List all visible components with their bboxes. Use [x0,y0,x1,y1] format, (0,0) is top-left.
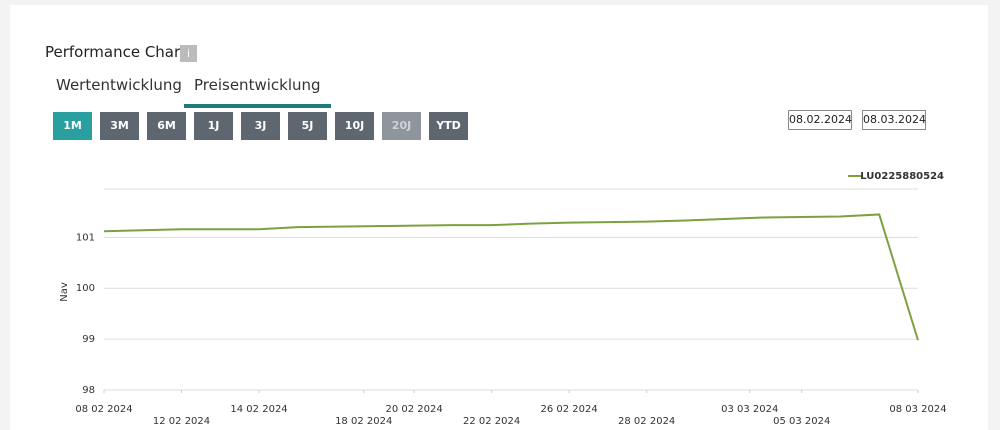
date-to[interactable]: 08.03.2024 [862,110,926,130]
info-icon[interactable]: i [180,45,197,62]
period-button[interactable]: 3J [241,112,280,140]
x-tick-label: 14 02 2024 [230,404,287,415]
legend-label: LU0225880524 [860,171,944,182]
x-tick-label: 20 02 2024 [385,404,442,415]
y-axis-label: Nav [59,282,70,302]
date-from[interactable]: 08.02.2024 [788,110,852,130]
x-tick-label: 05 03 2024 [773,416,830,427]
x-tick-label: 26 02 2024 [541,404,598,415]
period-button[interactable]: 1M [53,112,92,140]
y-tick-label: 101 [76,232,95,243]
y-tick-label: 98 [82,385,95,396]
y-tick-label: 99 [82,334,95,345]
title: Performance Chart [45,43,187,61]
period-button: 20J [382,112,421,140]
line [103,213,919,341]
tab[interactable]: Wertentwicklung [56,76,182,94]
x-tick-label: 22 02 2024 [463,416,520,427]
period-button[interactable]: 6M [147,112,186,140]
x-tick-label: 08 02 2024 [75,404,132,415]
period-button[interactable]: 10J [335,112,374,140]
x-tick-label: 18 02 2024 [335,416,392,427]
tab-active[interactable]: Preisentwicklung [184,76,331,108]
period-button[interactable]: 5J [288,112,327,140]
period-buttons: 1M 3M 6M 1J 3J 5J 10J 20J YTD [53,112,468,140]
x-tick-label: 08 03 2024 [889,404,946,415]
period-button[interactable]: YTD [429,112,468,140]
period-button[interactable]: 3M [100,112,139,140]
x-tick-label: 28 02 2024 [618,416,675,427]
period-button[interactable]: 1J [194,112,233,140]
x-tick-label: 12 02 2024 [153,416,210,427]
x-tick-label: 03 03 2024 [721,404,778,415]
y-tick-label: 100 [76,283,95,294]
